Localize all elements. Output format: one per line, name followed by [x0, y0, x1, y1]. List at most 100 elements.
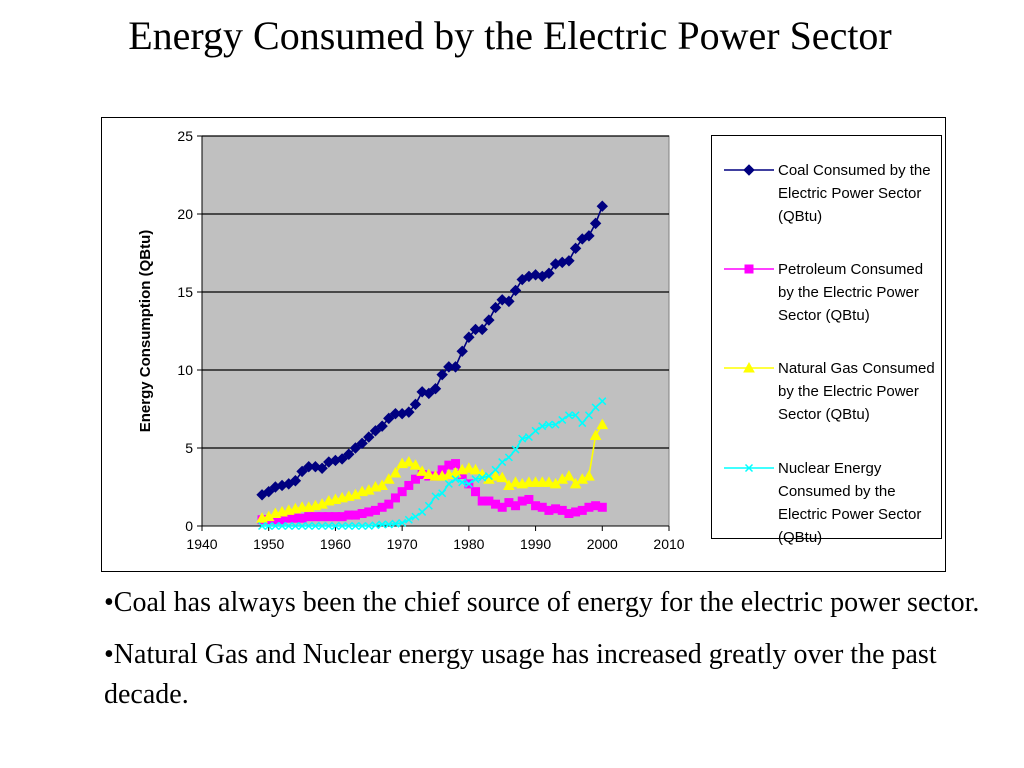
- x-tick-label: 1950: [253, 536, 284, 552]
- data-point-nuclear: [351, 521, 360, 531]
- data-point-coal: [596, 200, 608, 212]
- data-point-nuclear: [558, 415, 567, 424]
- data-point-coal: [336, 453, 348, 465]
- data-point-natural-gas: [416, 465, 429, 476]
- legend-label-petroleum: Petroleum Consumed by the Electric Power…: [778, 261, 924, 324]
- data-point-nuclear: [331, 521, 340, 531]
- data-point-coal: [383, 412, 395, 425]
- x-tick-label: 1960: [320, 536, 351, 552]
- legend-label-natural-gas: Natural Gas Consumed by the Electric Pow…: [778, 360, 935, 423]
- series-coal: [256, 200, 608, 501]
- line-chart: 0 5 10 15 20 25 1940 1950 1960 1970 1980 1990 2000 20…: [137, 128, 685, 552]
- data-point-natural-gas: [409, 459, 422, 470]
- data-point-nuclear: [258, 521, 267, 531]
- series-line-nuclear: [262, 400, 603, 527]
- data-point-nuclear: [364, 521, 373, 531]
- data-point-nuclear: [511, 445, 520, 454]
- data-point-nuclear: [424, 501, 433, 510]
- series-nuclear: [258, 397, 607, 531]
- y-tick-label: 5: [185, 440, 193, 456]
- data-point-coal: [463, 331, 475, 343]
- data-point-petroleum: [471, 487, 481, 497]
- data-point-natural-gas: [496, 471, 509, 483]
- data-point-natural-gas: [543, 476, 555, 487]
- y-tick-label: 20: [177, 206, 193, 222]
- data-point-nuclear: [311, 521, 320, 531]
- legend-marker: [743, 164, 755, 176]
- data-point-nuclear: [451, 475, 460, 484]
- data-point-nuclear: [478, 473, 487, 482]
- data-point-coal: [543, 267, 555, 279]
- bullet-item: •Coal has always been the chief source o…: [104, 587, 980, 618]
- data-point-coal: [436, 368, 448, 381]
- data-point-nuclear: [471, 475, 480, 484]
- data-point-nuclear: [271, 521, 280, 531]
- x-tick-label: 1990: [520, 536, 551, 552]
- legend-label-nuclear: Nuclear Energy Consumed by the Electric …: [778, 460, 922, 546]
- data-point-petroleum: [410, 474, 420, 484]
- data-point-coal: [343, 448, 355, 460]
- data-point-natural-gas: [596, 418, 609, 430]
- x-tick-label: 1940: [186, 536, 217, 552]
- data-point-coal: [409, 398, 422, 411]
- data-point-nuclear: [378, 520, 387, 529]
- data-point-nuclear: [338, 521, 347, 531]
- data-point-nuclear: [578, 419, 587, 428]
- data-point-nuclear: [564, 411, 573, 420]
- data-point-coal: [296, 465, 308, 478]
- data-point-petroleum: [511, 501, 521, 511]
- data-point-coal: [263, 485, 275, 498]
- data-point-natural-gas: [422, 468, 435, 480]
- data-point-coal: [369, 425, 382, 437]
- data-point-nuclear: [324, 521, 333, 531]
- data-point-petroleum: [390, 493, 400, 503]
- data-point-nuclear: [438, 489, 447, 498]
- data-point-nuclear: [544, 420, 553, 429]
- data-point-nuclear: [264, 521, 273, 531]
- data-point-natural-gas: [583, 470, 595, 481]
- data-point-nuclear: [504, 453, 513, 462]
- data-point-nuclear: [431, 492, 440, 501]
- data-point-nuclear: [358, 521, 367, 531]
- data-point-nuclear: [584, 411, 593, 420]
- data-point-nuclear: [291, 521, 300, 531]
- data-point-coal: [356, 437, 368, 450]
- legend-symbol-natural-gas: [724, 362, 774, 373]
- data-point-petroleum: [451, 459, 461, 469]
- y-tick-label: 25: [177, 128, 193, 144]
- data-point-nuclear: [464, 479, 473, 488]
- data-point-nuclear: [551, 420, 560, 429]
- data-point-natural-gas: [589, 429, 602, 441]
- data-point-coal: [589, 217, 602, 230]
- data-point-nuclear: [284, 521, 293, 531]
- data-point-nuclear: [384, 520, 393, 529]
- data-point-nuclear: [498, 458, 507, 467]
- data-point-nuclear: [404, 515, 413, 524]
- data-point-nuclear: [278, 521, 287, 531]
- data-point-natural-gas: [382, 473, 395, 484]
- data-point-nuclear: [398, 518, 407, 527]
- data-point-natural-gas: [563, 470, 575, 481]
- data-point-nuclear: [591, 403, 600, 412]
- data-point-nuclear: [318, 521, 327, 531]
- data-point-nuclear: [531, 426, 540, 435]
- data-point-coal: [429, 383, 442, 395]
- y-tick-label: 15: [177, 284, 193, 300]
- data-point-nuclear: [538, 422, 547, 431]
- data-point-nuclear: [524, 433, 533, 442]
- chart-frame: 0 5 10 15 20 25 1940 1950 1960 1970 1980 1990 2000 20…: [101, 117, 946, 572]
- data-point-natural-gas: [463, 462, 475, 473]
- data-point-nuclear: [571, 411, 580, 420]
- data-point-nuclear: [598, 397, 607, 406]
- data-point-coal: [376, 420, 388, 432]
- slide-title: Energy Consumed by the Electric Power Se…: [128, 13, 892, 58]
- data-point-nuclear: [491, 465, 500, 474]
- data-point-coal: [483, 314, 495, 326]
- data-point-coal: [456, 345, 468, 357]
- data-point-nuclear: [484, 472, 493, 481]
- chart-legend: Coal Consumed by the Electric Power Sect…: [711, 135, 942, 546]
- data-point-coal: [349, 442, 362, 454]
- data-point-natural-gas: [402, 456, 415, 467]
- series-natural-gas: [256, 418, 609, 523]
- data-point-petroleum: [597, 502, 607, 512]
